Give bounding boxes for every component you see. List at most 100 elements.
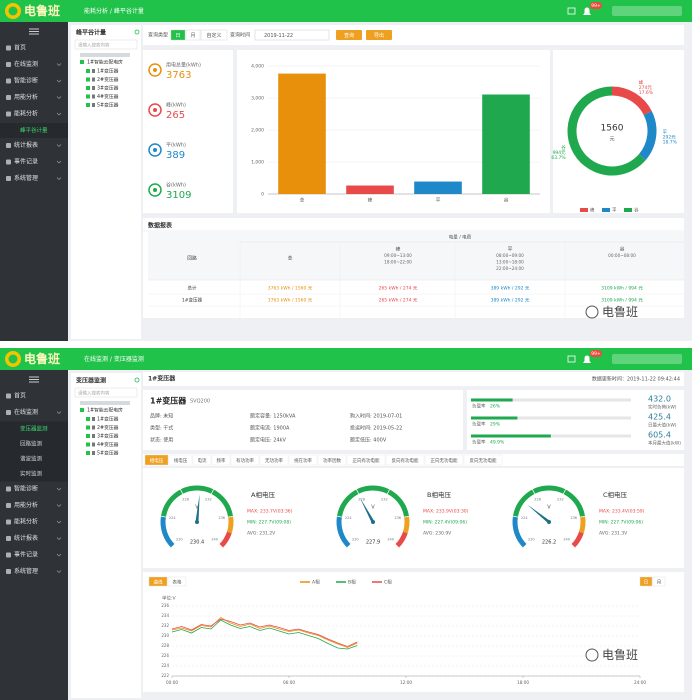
tree-node[interactable]: 3#变压器 bbox=[97, 85, 119, 92]
slice-percent-label: 63.7% bbox=[551, 155, 566, 161]
submenu-row bbox=[0, 466, 68, 482]
menu-item[interactable]: 在线监测 bbox=[14, 408, 38, 416]
load-label: 负载率 bbox=[472, 439, 486, 446]
search-box[interactable] bbox=[74, 39, 138, 50]
menu-item[interactable]: 用能分析 bbox=[14, 93, 38, 101]
refresh-icon bbox=[134, 377, 140, 383]
tree-root[interactable]: 1#智能云配电房 bbox=[87, 59, 123, 66]
tree-node[interactable]: 5#变压器 bbox=[97, 450, 119, 457]
table-cell: 3763 kWh / 1560 元 bbox=[268, 298, 313, 304]
tab[interactable] bbox=[424, 454, 464, 466]
load-label: 负载率 bbox=[472, 421, 486, 428]
tree-node-icon bbox=[92, 417, 95, 421]
menu-item[interactable]: 系统管理 bbox=[14, 567, 38, 575]
header-bar bbox=[0, 0, 692, 22]
submenu-item[interactable]: 实时监测 bbox=[20, 470, 43, 478]
slice-percent-label: 17.6% bbox=[639, 90, 654, 96]
message-icon bbox=[567, 7, 576, 15]
x-tick-label: 24:00 bbox=[634, 680, 646, 685]
menu-icon bbox=[6, 503, 11, 508]
date-value: 2019-11-22 bbox=[264, 33, 293, 39]
menu-chevron bbox=[56, 537, 62, 540]
tab-label: 反向有功电能 bbox=[392, 457, 419, 464]
range-toggle[interactable] bbox=[639, 576, 653, 587]
bar bbox=[278, 73, 326, 194]
menu-icon bbox=[6, 486, 11, 492]
y-tick-label: 0 bbox=[261, 192, 264, 198]
table-cell: 3109 kWh / 994 元 bbox=[601, 286, 643, 292]
query-button[interactable] bbox=[336, 30, 362, 40]
tree-node-check bbox=[86, 103, 90, 107]
menu-item[interactable]: 能耗分析 bbox=[14, 518, 38, 526]
load-track bbox=[471, 398, 631, 402]
x-tick-label: 峰 bbox=[368, 197, 373, 204]
tree-node[interactable]: 3#变压器 bbox=[97, 433, 119, 440]
menu-item[interactable]: 事件记录 bbox=[14, 158, 38, 166]
chart-toggle[interactable] bbox=[167, 576, 187, 587]
date-input[interactable] bbox=[254, 29, 330, 41]
tab[interactable] bbox=[346, 454, 386, 466]
load-desc: 实时负荷(kW) bbox=[648, 404, 677, 411]
tree-node-check bbox=[86, 94, 90, 99]
submenu-item[interactable]: 峰平谷计量 bbox=[20, 126, 48, 134]
tab[interactable] bbox=[463, 454, 503, 466]
tab[interactable] bbox=[230, 454, 260, 466]
table-column-time: 18:00~22:00 bbox=[384, 260, 412, 265]
tree-root[interactable]: 1#智能云配电房 bbox=[87, 407, 123, 414]
user-info bbox=[612, 354, 682, 364]
menu-item[interactable]: 事件记录 bbox=[14, 551, 38, 559]
tab[interactable] bbox=[144, 454, 169, 466]
range-toggle[interactable] bbox=[652, 576, 666, 587]
tree-node[interactable]: 2#变压器 bbox=[97, 424, 119, 431]
tab[interactable] bbox=[211, 454, 231, 466]
menu-item[interactable]: 智能诊断 bbox=[14, 77, 38, 85]
donut-slice bbox=[638, 110, 657, 160]
menu-item[interactable]: 能耗分析 bbox=[14, 110, 38, 118]
menu-item[interactable]: 在线监测 bbox=[14, 60, 38, 68]
menu-chevron bbox=[56, 63, 62, 66]
menu-item[interactable]: 首页 bbox=[14, 392, 26, 400]
tree-node[interactable]: 4#变压器 bbox=[97, 441, 119, 448]
gauge-band bbox=[336, 516, 351, 548]
gauge-stat: AVG: 231.3V bbox=[599, 531, 628, 537]
submenu-item[interactable]: 谐波监测 bbox=[20, 455, 43, 463]
tab[interactable] bbox=[168, 454, 193, 466]
menu-item[interactable]: 统计报表 bbox=[14, 141, 38, 149]
gauge-tick-label: 224 bbox=[521, 516, 528, 520]
filter-type-button[interactable] bbox=[200, 29, 228, 41]
menu-item[interactable]: 用能分析 bbox=[14, 501, 38, 509]
export-button[interactable] bbox=[366, 30, 392, 40]
gauge-tick-label: 228 bbox=[358, 498, 365, 502]
menu-item[interactable]: 智能诊断 bbox=[14, 485, 38, 493]
update-time: 数据更新时间：2019-11-22 09:42:44 bbox=[592, 376, 680, 383]
chart-toggle[interactable] bbox=[148, 576, 168, 587]
tab[interactable] bbox=[317, 454, 347, 466]
kpi-value: 3763 bbox=[166, 70, 191, 81]
submenu-item[interactable]: 回路监测 bbox=[20, 440, 43, 448]
tree-node[interactable]: 2#变压器 bbox=[97, 76, 119, 83]
tree-node[interactable]: 5#变压器 bbox=[97, 102, 119, 109]
tree-node[interactable]: 1#变压器 bbox=[97, 68, 119, 75]
gauge-unit: V bbox=[371, 505, 375, 511]
tree-node[interactable]: 4#变压器 bbox=[97, 93, 119, 100]
tab-label: 反向无功电能 bbox=[470, 457, 497, 464]
filter-type-button[interactable] bbox=[170, 29, 186, 41]
kpi-icon-dot bbox=[153, 188, 157, 192]
menu-item[interactable]: 首页 bbox=[14, 44, 26, 52]
menu-item[interactable]: 系统管理 bbox=[14, 174, 38, 182]
tree-node-icon bbox=[92, 451, 95, 455]
kpi-icon-dot bbox=[153, 68, 157, 72]
search-box[interactable] bbox=[74, 387, 138, 398]
tab[interactable] bbox=[385, 454, 425, 466]
submenu-row bbox=[0, 436, 68, 452]
gauge-tick-label: 240 bbox=[211, 538, 218, 542]
tab[interactable] bbox=[288, 454, 318, 466]
tree-node[interactable]: 1#变压器 bbox=[97, 416, 119, 423]
tab[interactable] bbox=[192, 454, 212, 466]
filter-type-button[interactable] bbox=[185, 29, 201, 41]
tab[interactable] bbox=[259, 454, 289, 466]
gauge-tick-label: 224 bbox=[169, 516, 176, 520]
submenu-item[interactable]: 变压器监测 bbox=[20, 425, 48, 433]
tree-node-check bbox=[86, 425, 90, 430]
menu-item[interactable]: 统计报表 bbox=[14, 534, 38, 542]
